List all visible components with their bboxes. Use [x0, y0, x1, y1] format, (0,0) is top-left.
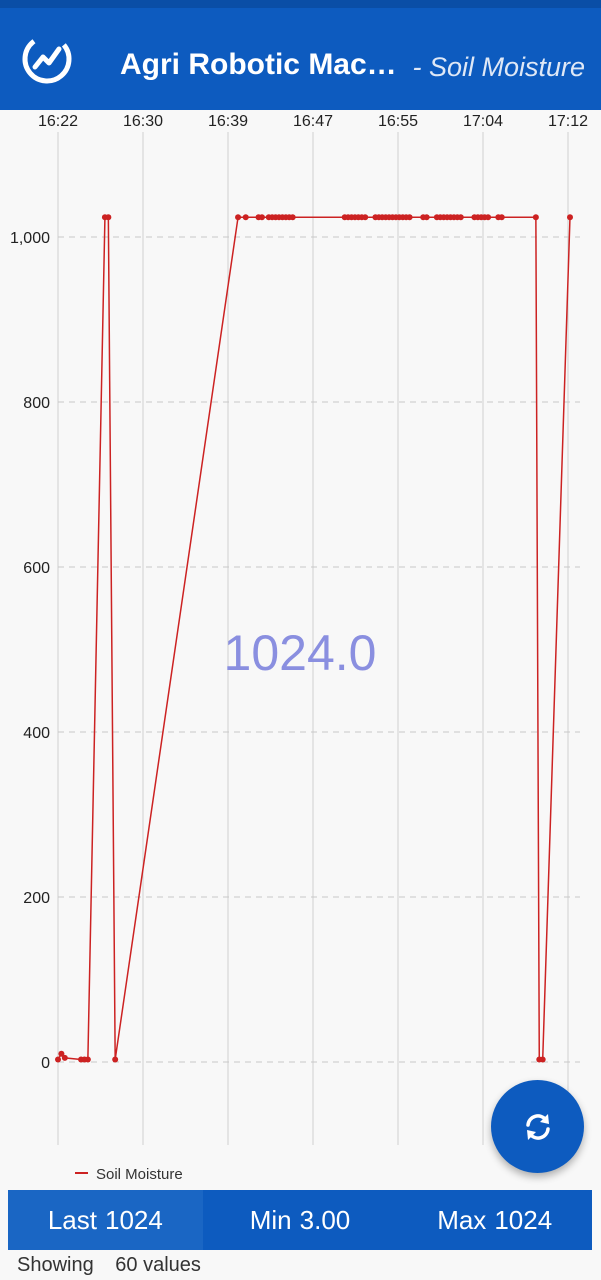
y-axis-labels: 1,000 800 600 400 200 0 — [10, 230, 50, 1072]
data-point — [289, 214, 296, 221]
refresh-button[interactable] — [491, 1080, 584, 1173]
sensor-subtitle: - Soil Moisture — [412, 52, 585, 82]
stat-max: Max 1024 — [397, 1190, 592, 1250]
x-tick-label: 16:47 — [293, 113, 333, 130]
x-tick-label: 16:30 — [123, 113, 163, 130]
y-tick-label: 600 — [23, 560, 50, 577]
data-point — [532, 214, 539, 221]
trend-chart-logo-icon — [22, 34, 72, 84]
stat-min-label: Min — [249, 1204, 292, 1235]
refresh-icon — [525, 1113, 550, 1140]
stat-last: Last 1024 — [8, 1190, 203, 1250]
x-tick-label: 16:39 — [208, 113, 248, 130]
data-point — [498, 214, 505, 221]
data-point — [242, 214, 249, 221]
y-tick-label: 800 — [23, 395, 50, 412]
stats-bar: Last 1024 Min 3.00 Max 1024 — [8, 1190, 592, 1250]
x-tick-label: 17:12 — [548, 113, 588, 130]
data-point — [105, 214, 112, 221]
stat-min: Min 3.00 — [203, 1190, 398, 1250]
stat-last-label: Last — [47, 1204, 97, 1235]
stat-min-value: 3.00 — [299, 1204, 351, 1235]
x-axis-labels: 16:22 16:30 16:39 16:47 16:55 17:04 17:12 — [38, 113, 588, 130]
data-point — [61, 1054, 68, 1061]
data-point — [258, 214, 265, 221]
current-value-overlay: 1024.0 — [224, 625, 377, 681]
data-point — [485, 214, 492, 221]
data-point — [406, 214, 413, 221]
y-tick-label: 200 — [23, 890, 50, 907]
x-tick-label: 17:04 — [463, 113, 503, 130]
soil-moisture-chart[interactable]: 16:22 16:30 16:39 16:47 16:55 17:04 17:12 1,00… — [0, 110, 601, 1190]
values-count: 60 values — [115, 1254, 201, 1276]
data-point — [362, 214, 369, 221]
data-point — [567, 214, 573, 221]
showing-label: Showing — [17, 1254, 94, 1276]
data-point — [457, 214, 464, 221]
data-point — [84, 1056, 91, 1063]
y-tick-label: 400 — [23, 725, 50, 742]
legend-label: Soil Moisture — [96, 1166, 183, 1183]
x-tick-label: 16:22 — [38, 113, 78, 130]
data-point — [423, 214, 430, 221]
data-point — [235, 214, 242, 221]
series-soil-moisture — [55, 214, 573, 1063]
app-header: Agri Robotic Mac… - Soil Moisture — [0, 0, 601, 110]
y-tick-label: 0 — [41, 1055, 50, 1072]
stat-max-label: Max — [437, 1204, 487, 1235]
x-tick-label: 16:55 — [378, 113, 418, 130]
data-point — [539, 1056, 546, 1063]
stat-last-value: 1024 — [104, 1204, 163, 1235]
values-count-footer: Showing 60 values — [17, 1254, 201, 1277]
y-tick-label: 1,000 — [10, 230, 50, 247]
chart-legend: Soil Moisture — [75, 1166, 183, 1183]
data-point — [112, 1056, 119, 1063]
data-point — [58, 1050, 65, 1057]
app-title: Agri Robotic Mac… — [120, 48, 397, 81]
stat-max-value: 1024 — [494, 1204, 553, 1235]
chart-grid — [57, 132, 580, 1145]
data-point — [55, 1056, 61, 1063]
